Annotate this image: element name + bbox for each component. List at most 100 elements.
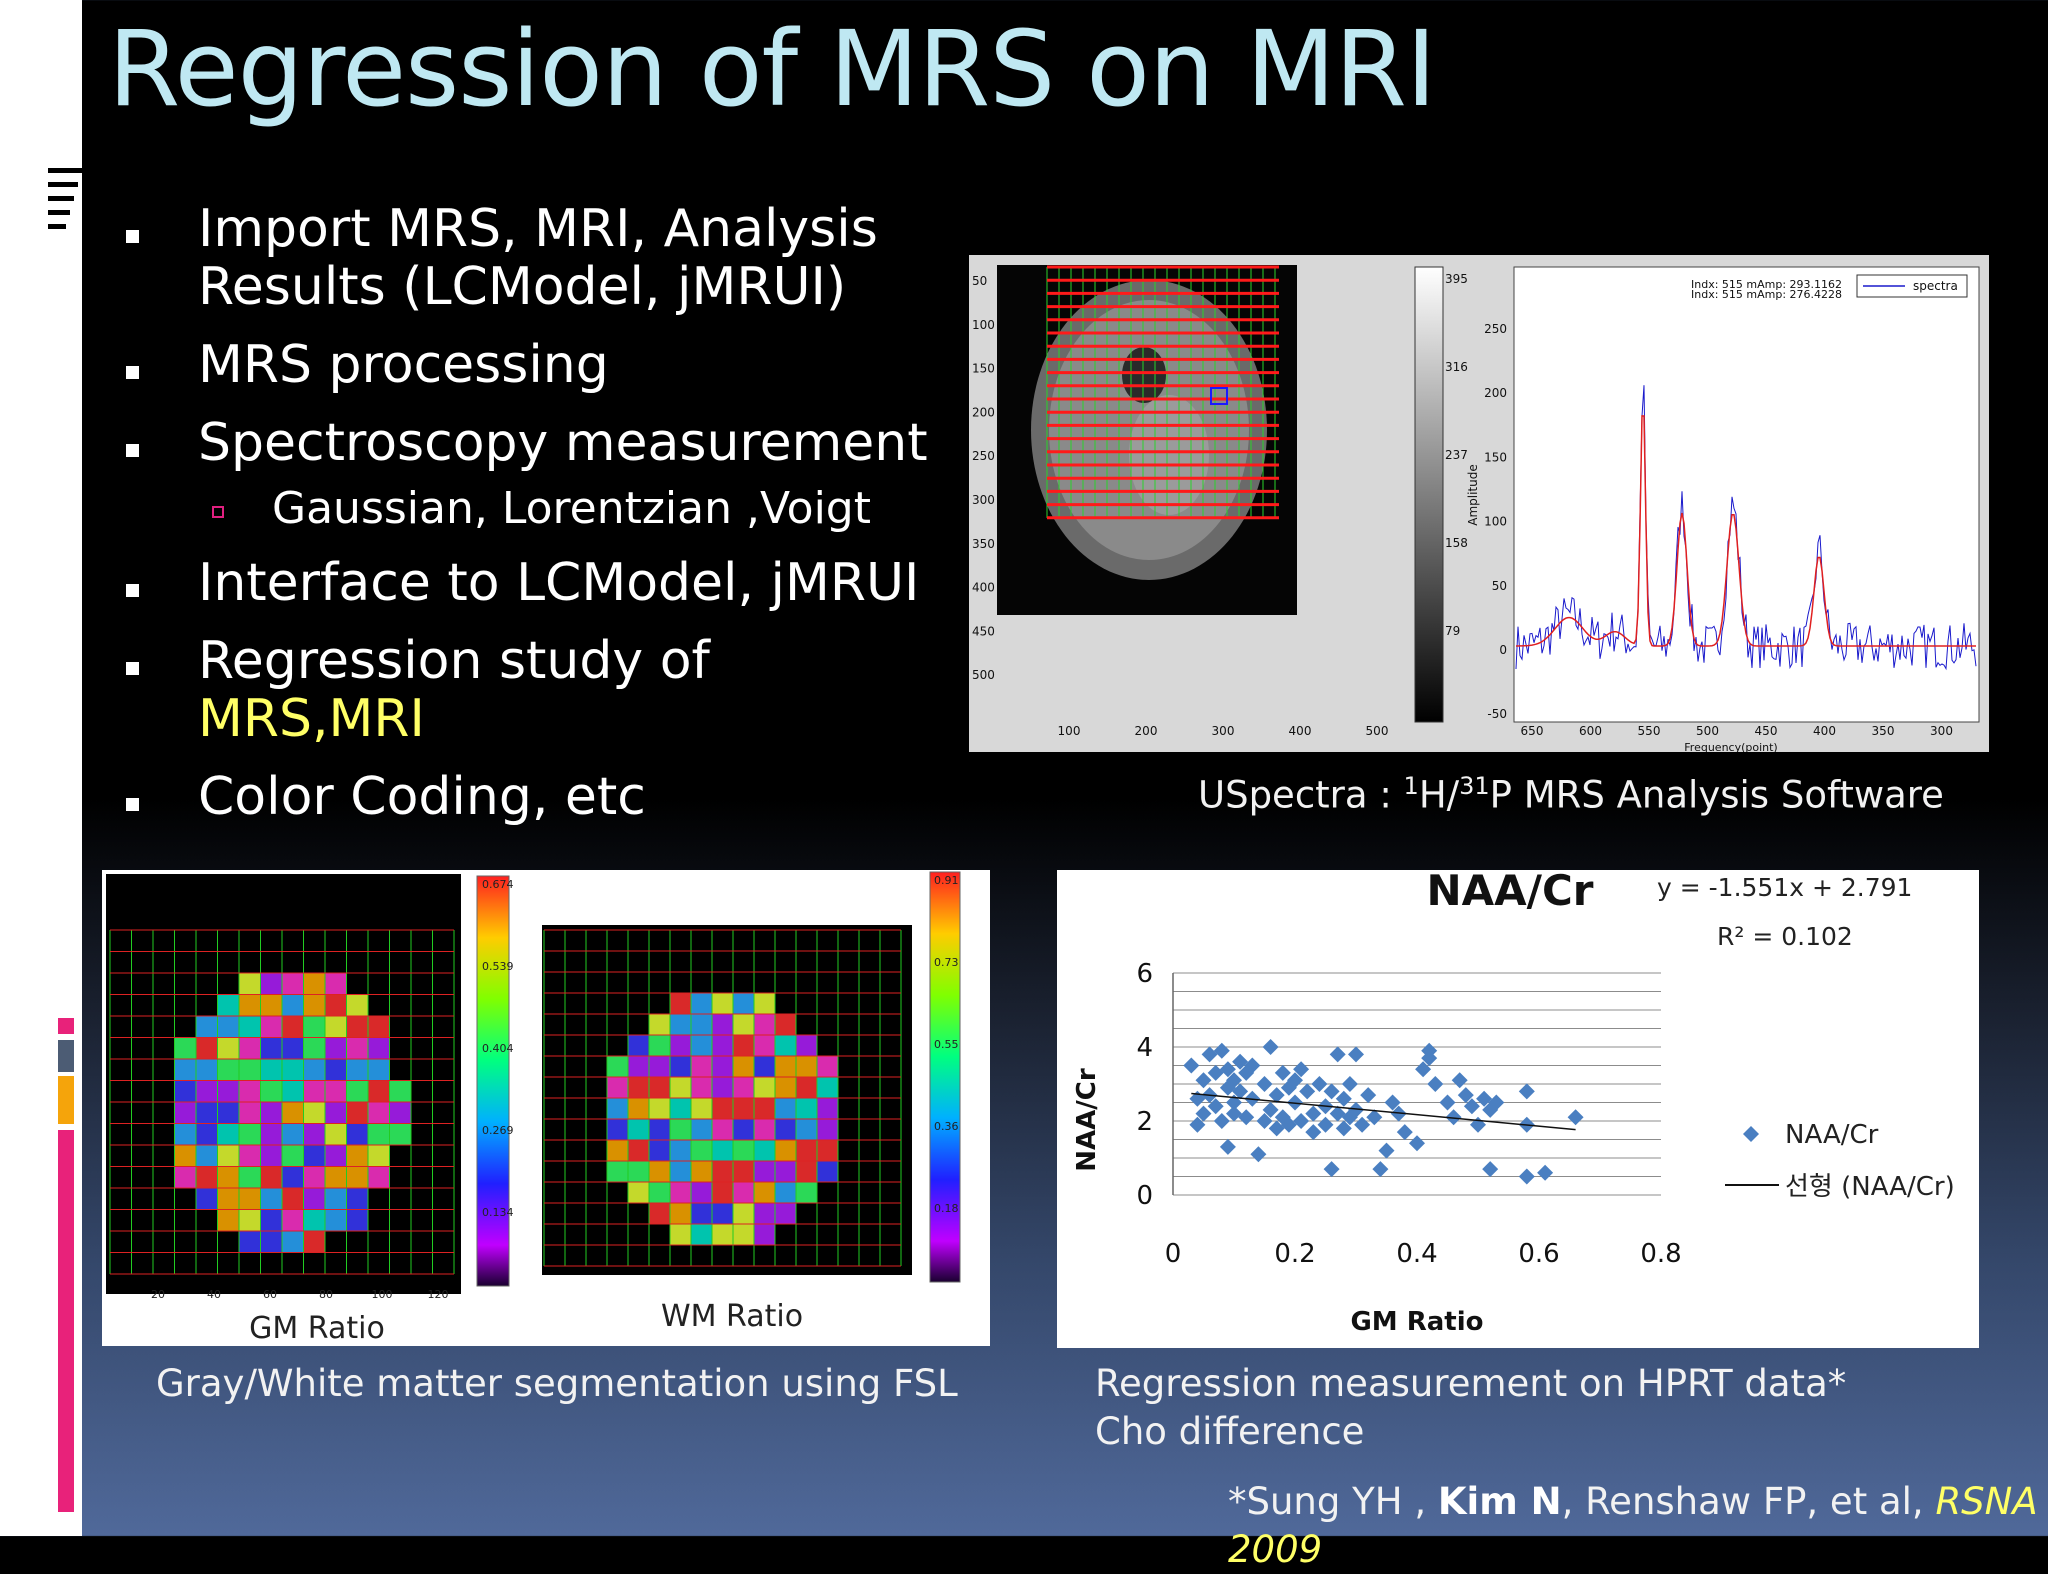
segmentation-figure: 0.674 0.539 0.404 0.269 0.134 20 40 60 80 100 120…: [102, 870, 990, 1346]
bullet-text: Interface to LCModel, jMRUI: [198, 553, 920, 613]
caption-text: H/: [1418, 773, 1460, 817]
data-point: [1213, 1113, 1230, 1129]
voxel: [712, 1098, 733, 1119]
voxel: [239, 1102, 261, 1124]
legend-series-label: NAA/Cr: [1785, 1120, 1879, 1150]
voxel: [260, 1166, 282, 1188]
voxel: [691, 1224, 712, 1245]
voxel: [733, 1140, 754, 1161]
data-point: [1372, 1161, 1389, 1178]
data-point: [1183, 1057, 1200, 1074]
data-point: [1476, 1090, 1493, 1107]
voxel: [260, 1145, 282, 1167]
uspectra-caption: USpectra : 1H/31P MRS Analysis Software: [1198, 762, 1944, 819]
voxel: [303, 1188, 325, 1210]
spectrum-readout: Indx: 515 mAmp: 276.4228: [1691, 288, 1842, 301]
voxel: [260, 1188, 282, 1210]
voxel: [174, 1059, 196, 1081]
data-point: [1341, 1076, 1358, 1092]
voxel: [325, 1059, 347, 1081]
voxel: [282, 1166, 304, 1188]
y-tick-label: 0: [1136, 1181, 1153, 1211]
x-axis-label: GM Ratio: [1350, 1307, 1483, 1337]
data-point: [1378, 1142, 1395, 1159]
image-x-tick: 200: [1135, 724, 1158, 738]
data-point: [1201, 1046, 1218, 1063]
citation-text: , Renshaw FP, et al,: [1561, 1480, 1936, 1523]
voxel: [649, 1098, 670, 1119]
voxel: [303, 1123, 325, 1145]
spectrum-x-tick: 400: [1813, 724, 1836, 738]
bullet-square-icon: [126, 230, 139, 243]
caption-superscript: 1: [1403, 772, 1419, 800]
voxel: [649, 1014, 670, 1035]
voxel: [196, 1059, 218, 1081]
data-point: [1262, 1101, 1279, 1118]
voxel: [775, 1161, 796, 1182]
selected-voxel[interactable]: [1210, 387, 1228, 405]
decorative-bar-pink: [58, 1130, 74, 1512]
voxel: [733, 1119, 754, 1140]
gm-x-tick: 40: [207, 1288, 221, 1301]
image-y-tick: 300: [972, 493, 995, 507]
voxel: [260, 1016, 282, 1038]
voxel: [217, 1059, 239, 1081]
image-y-tick: 350: [972, 537, 995, 551]
data-point: [1305, 1124, 1322, 1141]
voxel: [649, 1203, 670, 1224]
wm-ratio-voxels: [543, 929, 902, 1267]
voxel: [196, 1016, 218, 1038]
voxel: [775, 1119, 796, 1140]
voxel: [754, 1035, 775, 1056]
data-point: [1244, 1057, 1261, 1074]
voxel: [775, 1035, 796, 1056]
voxel: [196, 1166, 218, 1188]
voxel: [346, 1059, 368, 1081]
voxel: [389, 1102, 411, 1124]
voxel: [260, 973, 282, 995]
x-tick-label: 0.6: [1518, 1239, 1559, 1269]
x-axis-ticks: 0 0.2 0.4 0.6 0.8: [1165, 1239, 1682, 1269]
voxel: [260, 1037, 282, 1059]
decorative-lines: [48, 168, 82, 238]
data-point: [1463, 1098, 1480, 1115]
gm-x-tick: 80: [319, 1288, 333, 1301]
trendline: [1191, 1092, 1576, 1131]
voxel: [217, 994, 239, 1016]
image-x-tick: 500: [1366, 724, 1389, 738]
data-point: [1299, 1083, 1316, 1100]
caption-line: Regression measurement on HPRT data*: [1095, 1362, 1847, 1405]
voxel: [607, 1161, 628, 1182]
voxel: [670, 1119, 691, 1140]
decorative-bar-orange: [58, 1076, 74, 1124]
voxel: [691, 993, 712, 1014]
voxel: [346, 994, 368, 1016]
wm-ratio-label: WM Ratio: [661, 1299, 803, 1334]
spectrum-legend: [1856, 274, 1968, 298]
bullet-text: Gaussian, Lorentzian ,Voigt: [272, 483, 871, 534]
data-point: [1537, 1164, 1554, 1181]
bullet-item: MRS processing: [120, 336, 950, 394]
image-x-ticks: 100 200 300 400 500: [1058, 724, 1389, 738]
colorbar-tick: 237: [1445, 448, 1468, 462]
spectrum-plot-area: [1513, 266, 1980, 723]
voxel: [670, 1014, 691, 1035]
data-point: [1305, 1105, 1322, 1122]
wm-colorbar-tick: 0.73: [934, 956, 959, 969]
voxel: [733, 1014, 754, 1035]
data-point: [1287, 1072, 1303, 1089]
voxel: [174, 1166, 196, 1188]
voxel: [368, 1145, 390, 1167]
voxel: [691, 1035, 712, 1056]
data-point: [1268, 1120, 1285, 1137]
data-point: [1219, 1061, 1236, 1078]
voxel: [368, 1037, 390, 1059]
voxel: [303, 1016, 325, 1038]
voxel: [712, 1140, 733, 1161]
voxel: [649, 1140, 670, 1161]
colorbar-tick: 395: [1445, 272, 1468, 286]
wm-colorbar: [929, 871, 961, 1283]
voxel: [775, 1203, 796, 1224]
voxel: [691, 1161, 712, 1182]
data-point: [1195, 1105, 1212, 1122]
